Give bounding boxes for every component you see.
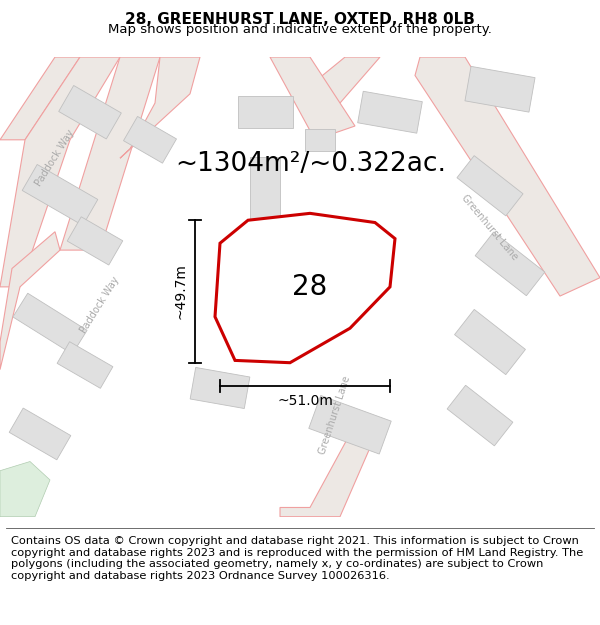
Polygon shape [120, 57, 200, 158]
Text: Greenhurst Lane: Greenhurst Lane [317, 375, 352, 456]
Text: 28: 28 [292, 273, 328, 301]
Polygon shape [60, 57, 160, 250]
Polygon shape [457, 156, 523, 216]
Text: Map shows position and indicative extent of the property.: Map shows position and indicative extent… [108, 22, 492, 36]
Polygon shape [0, 57, 120, 287]
Polygon shape [9, 408, 71, 460]
Text: 28, GREENHURST LANE, OXTED, RH8 0LB: 28, GREENHURST LANE, OXTED, RH8 0LB [125, 12, 475, 27]
Polygon shape [251, 261, 279, 331]
Polygon shape [300, 57, 380, 103]
Polygon shape [305, 129, 335, 151]
Polygon shape [190, 368, 250, 409]
Text: Greenhurst Lane: Greenhurst Lane [460, 192, 520, 262]
Polygon shape [415, 57, 600, 296]
Polygon shape [280, 416, 380, 517]
Polygon shape [309, 396, 391, 454]
Polygon shape [447, 385, 513, 446]
Text: ~51.0m: ~51.0m [277, 394, 333, 408]
Polygon shape [465, 66, 535, 112]
Polygon shape [59, 86, 121, 139]
Polygon shape [67, 217, 123, 265]
Text: Paddock Way: Paddock Way [34, 128, 76, 188]
Polygon shape [455, 309, 526, 374]
Polygon shape [238, 96, 293, 128]
Polygon shape [215, 213, 395, 362]
Polygon shape [475, 232, 545, 296]
Polygon shape [57, 342, 113, 388]
Polygon shape [0, 232, 60, 369]
Polygon shape [0, 461, 50, 517]
Polygon shape [22, 164, 98, 226]
Polygon shape [358, 91, 422, 133]
Polygon shape [13, 293, 87, 354]
Text: Paddock Way: Paddock Way [79, 275, 121, 335]
Text: Contains OS data © Crown copyright and database right 2021. This information is : Contains OS data © Crown copyright and d… [11, 536, 583, 581]
Text: ~49.7m: ~49.7m [173, 264, 187, 319]
Polygon shape [250, 158, 280, 232]
Text: ~1304m²/~0.322ac.: ~1304m²/~0.322ac. [175, 151, 446, 177]
Polygon shape [124, 116, 176, 163]
Polygon shape [270, 57, 355, 140]
Polygon shape [0, 57, 80, 140]
